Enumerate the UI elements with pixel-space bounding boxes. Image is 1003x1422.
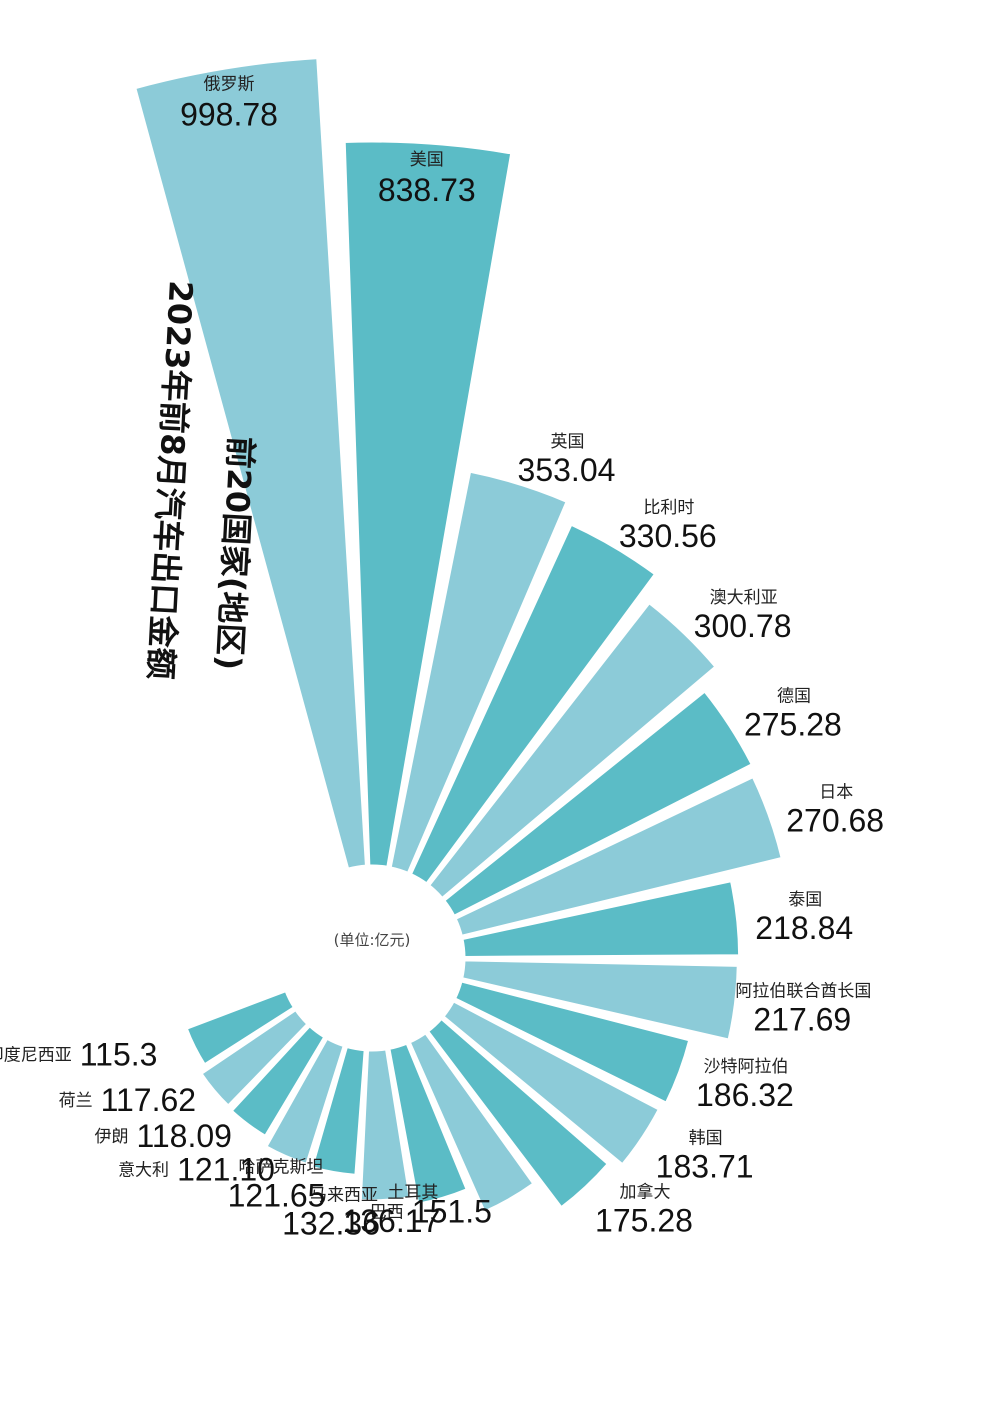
bar-荷兰 bbox=[198, 1007, 311, 1109]
category-label: 土耳其 bbox=[387, 1183, 438, 1203]
value-label: 353.04 bbox=[518, 452, 616, 488]
value-label: 118.09 bbox=[136, 1118, 232, 1154]
chart-title-line1: 2023年前8月汽车出口金额 bbox=[141, 280, 200, 681]
category-label: 意大利 bbox=[118, 1161, 169, 1181]
value-label: 838.73 bbox=[378, 172, 476, 208]
value-label: 136.17 bbox=[342, 1203, 440, 1239]
category-label: 日本 bbox=[819, 782, 853, 802]
category-label: 沙特阿拉伯 bbox=[703, 1057, 788, 1077]
category-label: 马来西亚 bbox=[310, 1185, 378, 1205]
category-label: 荷兰 bbox=[59, 1091, 93, 1111]
value-label: 275.28 bbox=[744, 706, 842, 742]
chart-title-line2: 前20国家(地区) bbox=[210, 436, 260, 671]
bar-英国 bbox=[388, 469, 570, 876]
bar-美国 bbox=[342, 139, 514, 870]
category-label: 德国 bbox=[777, 686, 811, 706]
bar-阿拉伯联合酋长国 bbox=[459, 958, 740, 1042]
category-label: 伊朗 bbox=[94, 1127, 128, 1147]
value-label: 175.28 bbox=[595, 1202, 693, 1238]
bar-泰国 bbox=[460, 878, 742, 959]
bar-加拿大 bbox=[425, 1016, 611, 1210]
value-label: 117.62 bbox=[101, 1082, 197, 1118]
value-label: 183.71 bbox=[656, 1148, 754, 1184]
bar-俄罗斯 bbox=[132, 56, 369, 872]
value-label: 132.36 bbox=[282, 1205, 380, 1241]
bar-比利时 bbox=[408, 522, 658, 887]
category-label: 美国 bbox=[410, 150, 444, 170]
category-label: 英国 bbox=[551, 432, 585, 452]
category-label: 巴西 bbox=[370, 1203, 404, 1223]
bar-马来西亚 bbox=[358, 1047, 412, 1203]
bar-巴西 bbox=[407, 1030, 537, 1215]
value-label: 186.32 bbox=[696, 1077, 794, 1113]
value-label: 218.84 bbox=[755, 910, 853, 946]
value-label: 998.78 bbox=[180, 97, 278, 133]
value-label: 330.56 bbox=[619, 518, 717, 554]
bar-意大利 bbox=[263, 1036, 347, 1167]
value-label: 121.65 bbox=[228, 1177, 326, 1213]
value-label: 270.68 bbox=[786, 802, 884, 838]
bar-德国 bbox=[441, 688, 755, 919]
category-label: 韩国 bbox=[689, 1128, 723, 1148]
value-label: 115.3 bbox=[80, 1036, 158, 1072]
category-label: 泰国 bbox=[788, 890, 822, 910]
value-label: 300.78 bbox=[694, 608, 792, 644]
category-label: 比利时 bbox=[643, 498, 694, 518]
category-label: 澳大利亚 bbox=[710, 588, 778, 608]
category-label: 加拿大 bbox=[620, 1181, 671, 1202]
bar-澳大利亚 bbox=[426, 600, 719, 901]
bar-韩国 bbox=[440, 998, 662, 1167]
value-label: 121.10 bbox=[177, 1152, 275, 1188]
category-label: 哈萨克斯坦 bbox=[238, 1157, 323, 1177]
category-label: 阿拉伯联合酋长国 bbox=[735, 981, 871, 1001]
bar-土耳其 bbox=[387, 1041, 470, 1207]
bar-日本 bbox=[453, 774, 785, 939]
category-label: 印度尼西亚 bbox=[0, 1045, 72, 1065]
unit-label: (单位:亿元) bbox=[334, 931, 411, 949]
bar-伊朗 bbox=[229, 1023, 327, 1139]
value-label: 217.69 bbox=[753, 1001, 851, 1037]
category-label: 俄罗斯 bbox=[204, 75, 255, 95]
bar-哈萨克斯坦 bbox=[309, 1044, 367, 1177]
bar-沙特阿拉伯 bbox=[452, 979, 692, 1106]
value-label: 151.5 bbox=[412, 1194, 492, 1230]
bar-印度尼西亚 bbox=[184, 988, 297, 1067]
